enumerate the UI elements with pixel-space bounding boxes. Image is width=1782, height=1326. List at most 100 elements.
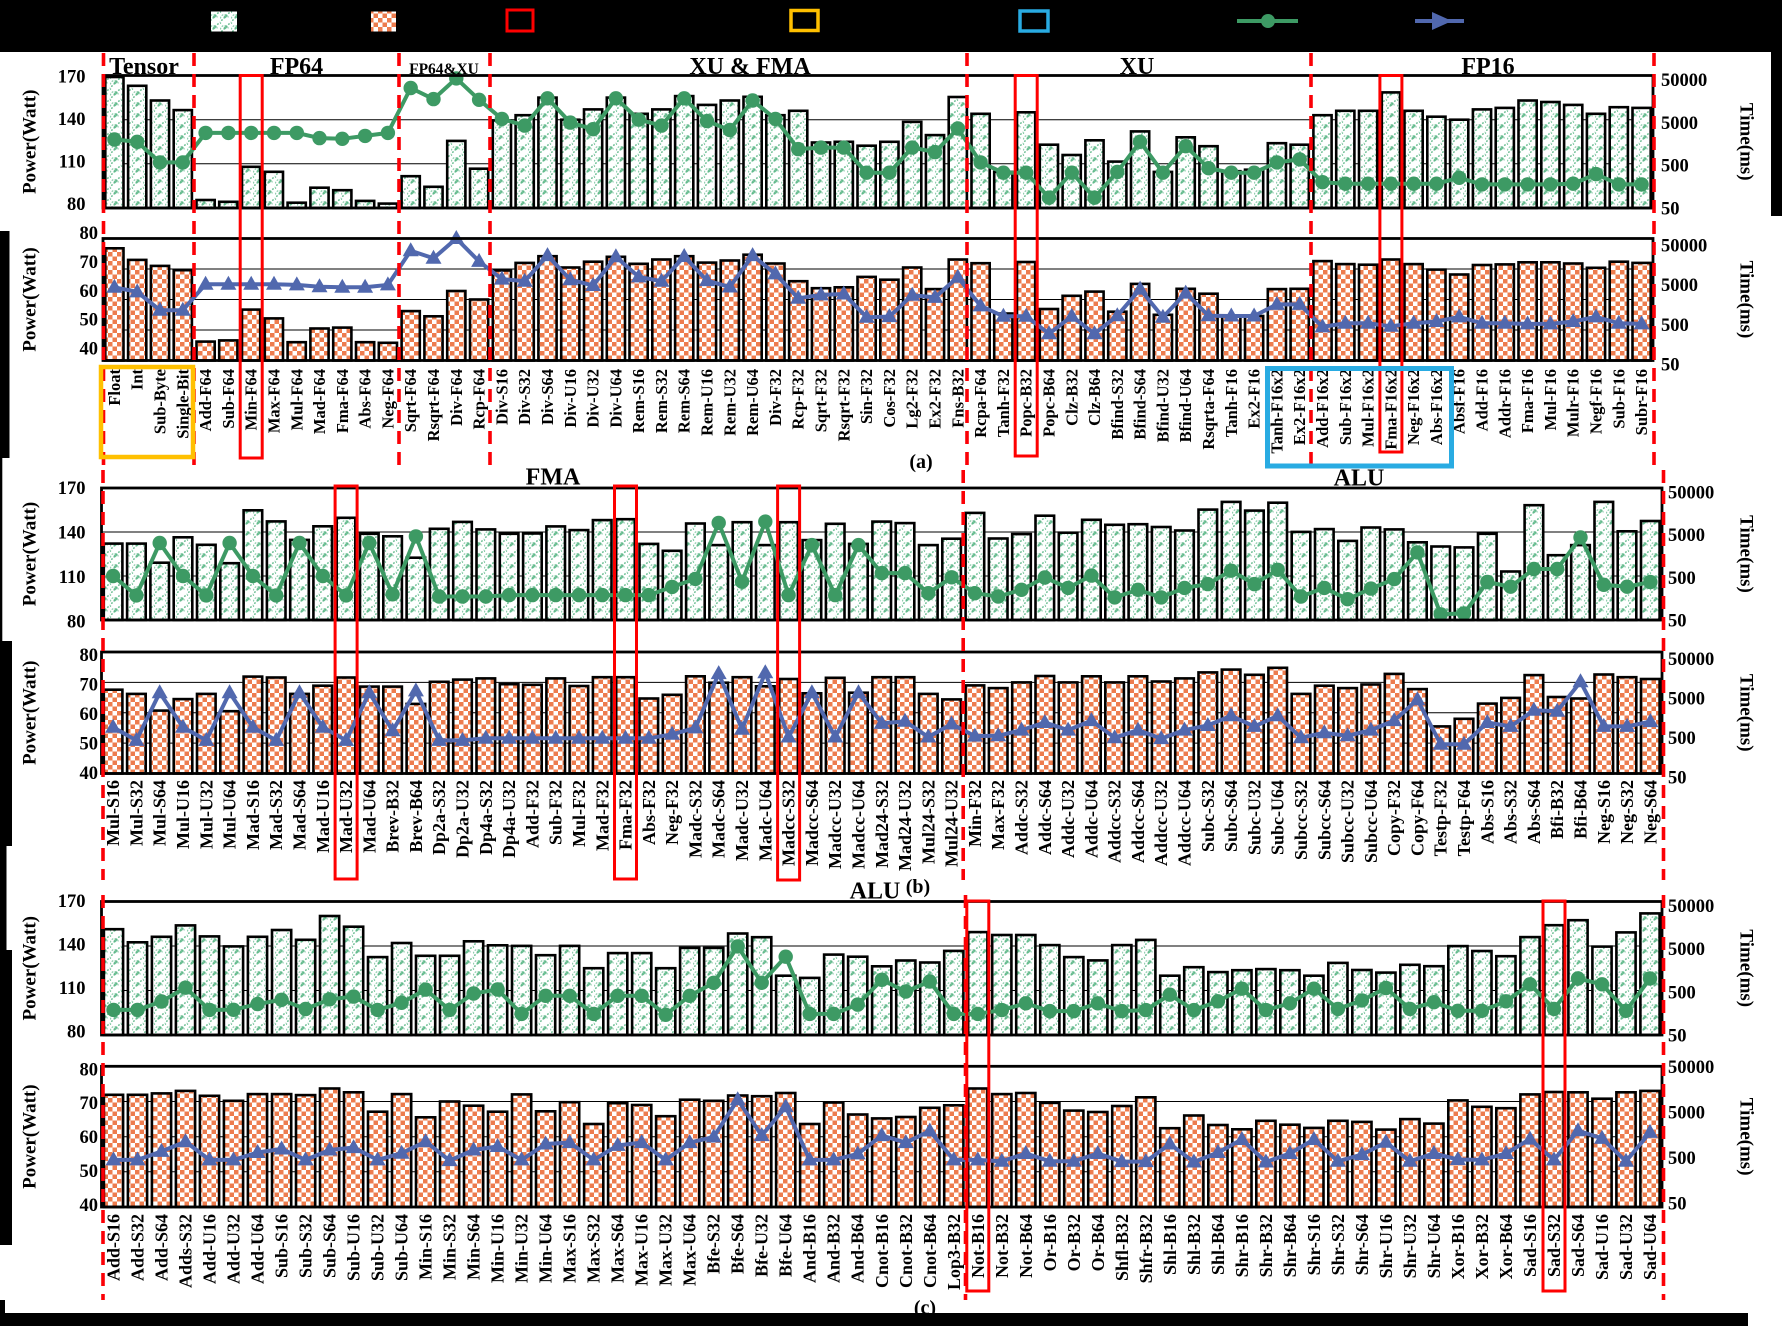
svg-text:Ex2-F16x2: Ex2-F16x2 — [1290, 369, 1309, 445]
svg-text:Addcc-U32: Addcc-U32 — [1151, 780, 1171, 866]
svg-text:Bfe-S32: Bfe-S32 — [704, 1214, 724, 1274]
svg-text:Shr-U64: Shr-U64 — [1424, 1214, 1444, 1278]
svg-text:Cnot-B32: Cnot-B32 — [896, 1214, 916, 1288]
svg-text:Bfe-U32: Bfe-U32 — [752, 1214, 772, 1277]
svg-text:70: 70 — [80, 676, 99, 696]
svg-text:Clz-B64: Clz-B64 — [1085, 369, 1104, 426]
svg-text:Shr-S32: Shr-S32 — [1328, 1214, 1348, 1275]
svg-text:Add-S32: Add-S32 — [128, 1214, 148, 1281]
svg-text:Rsqrt-F32: Rsqrt-F32 — [834, 369, 853, 441]
svg-text:Mul-S32: Mul-S32 — [126, 780, 146, 846]
svg-text:Testp-F32: Testp-F32 — [1431, 780, 1451, 856]
svg-text:500: 500 — [1668, 729, 1696, 749]
svg-text:Rem-S16: Rem-S16 — [629, 369, 648, 433]
svg-text:Sub-F32: Sub-F32 — [546, 780, 566, 845]
svg-text:Sad-U64: Sad-U64 — [1640, 1214, 1660, 1280]
svg-text:Mul24-S32: Mul24-S32 — [918, 780, 938, 864]
svg-text:Or-B16: Or-B16 — [1040, 1214, 1060, 1271]
svg-text:Subcc-S64: Subcc-S64 — [1314, 780, 1334, 860]
svg-text:Addc-S64: Addc-S64 — [1035, 780, 1055, 855]
svg-text:Sub-U64: Sub-U64 — [392, 1214, 412, 1281]
svg-text:Tanh-F32: Tanh-F32 — [994, 369, 1013, 437]
svg-text:Bfind-U32: Bfind-U32 — [1153, 369, 1172, 442]
svg-text:Power(Watt): Power(Watt) — [20, 247, 41, 351]
svg-text:Sad-S64: Sad-S64 — [1568, 1214, 1588, 1277]
svg-text:Min-S64: Min-S64 — [464, 1214, 484, 1280]
svg-text:Rem-U32: Rem-U32 — [720, 369, 739, 436]
svg-text:Not-B16: Not-B16 — [968, 1214, 988, 1278]
svg-text:Time(ms): Time(ms) — [1736, 929, 1757, 1007]
svg-text:Min-S32: Min-S32 — [440, 1214, 460, 1280]
svg-text:(a): (a) — [909, 451, 932, 473]
svg-text:110: 110 — [59, 153, 86, 173]
svg-text:Subc-U64: Subc-U64 — [1268, 780, 1288, 855]
svg-text:170: 170 — [58, 892, 86, 912]
svg-text:70: 70 — [80, 253, 99, 273]
svg-text:Mad-S16: Mad-S16 — [243, 780, 263, 850]
svg-text:Subc-S64: Subc-S64 — [1221, 780, 1241, 852]
svg-text:500: 500 — [1668, 569, 1696, 589]
svg-text:Shfr-B32: Shfr-B32 — [1136, 1214, 1156, 1283]
svg-text:Mad-S32: Mad-S32 — [266, 780, 286, 850]
svg-text:Add-F32: Add-F32 — [522, 780, 542, 848]
svg-text:Sub-U16: Sub-U16 — [344, 1214, 364, 1281]
svg-text:Max-U32: Max-U32 — [656, 1214, 676, 1286]
svg-text:170: 170 — [58, 479, 86, 499]
svg-text:Neg-F64: Neg-F64 — [378, 369, 397, 429]
svg-text:Abs-F32: Abs-F32 — [639, 780, 659, 845]
svg-text:Dp2a-U32: Dp2a-U32 — [453, 780, 473, 858]
svg-text:Max-S16: Max-S16 — [560, 1214, 580, 1283]
svg-text:Or-B64: Or-B64 — [1088, 1214, 1108, 1271]
svg-text:40: 40 — [80, 340, 99, 360]
svg-text:Power(Watt): Power(Watt) — [20, 1084, 41, 1188]
svg-text:Addc-U64: Addc-U64 — [1081, 780, 1101, 858]
svg-text:50: 50 — [1661, 356, 1680, 376]
svg-text:Rcpa-F64: Rcpa-F64 — [971, 369, 990, 438]
svg-text:Shl-B16: Shl-B16 — [1160, 1214, 1180, 1275]
svg-text:5000: 5000 — [1668, 940, 1705, 960]
svg-text:Neg-F16x2: Neg-F16x2 — [1404, 369, 1423, 445]
svg-text:Sad-U16: Sad-U16 — [1592, 1214, 1612, 1280]
svg-text:Mad-F32: Mad-F32 — [592, 780, 612, 851]
svg-text:Mad24-S32: Mad24-S32 — [872, 780, 892, 868]
svg-text:Mul24-U32: Mul24-U32 — [942, 780, 962, 867]
svg-text:Mul-F16x2: Mul-F16x2 — [1359, 369, 1378, 447]
svg-text:Sub-Byte: Sub-Byte — [151, 369, 170, 434]
svg-text:Ex2-F32: Ex2-F32 — [926, 369, 945, 429]
svg-text:Add-F16: Add-F16 — [1473, 369, 1492, 431]
svg-text:80: 80 — [80, 224, 99, 244]
svg-text:5000: 5000 — [1668, 1103, 1705, 1123]
svg-text:40: 40 — [80, 764, 99, 784]
svg-text:Dp4a-S32: Dp4a-S32 — [476, 780, 496, 855]
svg-text:Neg-S64: Neg-S64 — [1640, 780, 1660, 844]
svg-text:Madcc-U32: Madcc-U32 — [825, 780, 845, 869]
svg-text:Shl-B32: Shl-B32 — [1184, 1214, 1204, 1275]
svg-text:50: 50 — [1668, 1195, 1687, 1215]
svg-text:Div-U32: Div-U32 — [584, 369, 603, 428]
svg-text:Mad-U32: Mad-U32 — [336, 780, 356, 853]
svg-text:Max-F64: Max-F64 — [265, 369, 284, 433]
svg-text:50: 50 — [1668, 1027, 1687, 1047]
svg-text:Sub-S32: Sub-S32 — [296, 1214, 316, 1278]
svg-text:Sub-F16x2: Sub-F16x2 — [1336, 369, 1355, 445]
svg-text:Shr-B16: Shr-B16 — [1232, 1214, 1252, 1277]
svg-text:Bfe-U64: Bfe-U64 — [776, 1214, 796, 1277]
svg-text:Abs-F64: Abs-F64 — [356, 369, 375, 429]
svg-text:Shr-U32: Shr-U32 — [1400, 1214, 1420, 1278]
svg-text:And-B32: And-B32 — [824, 1214, 844, 1283]
svg-text:Div-F32: Div-F32 — [766, 369, 785, 426]
svg-text:170: 170 — [58, 68, 86, 88]
svg-text:Xor-B16: Xor-B16 — [1448, 1214, 1468, 1279]
svg-text:Add-S16: Add-S16 — [104, 1214, 124, 1281]
svg-text:5000: 5000 — [1661, 114, 1698, 134]
svg-text:500: 500 — [1668, 1149, 1696, 1169]
svg-text:XU & FMA: XU & FMA — [689, 54, 811, 80]
svg-text:Bfind-U64: Bfind-U64 — [1176, 369, 1195, 442]
svg-text:FMA: FMA — [526, 465, 581, 491]
svg-text:140: 140 — [58, 936, 86, 956]
svg-text:5000: 5000 — [1668, 690, 1705, 710]
svg-text:50: 50 — [80, 735, 99, 755]
svg-text:Rem-S64: Rem-S64 — [675, 369, 694, 433]
svg-text:Fma-F64: Fma-F64 — [333, 369, 352, 433]
svg-text:ALU: ALU — [1334, 466, 1385, 492]
